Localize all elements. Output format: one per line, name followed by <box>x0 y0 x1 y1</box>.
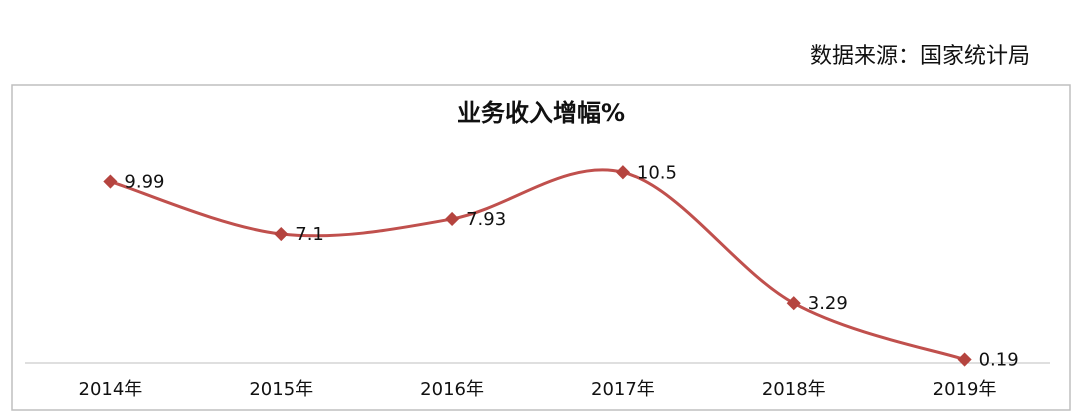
data-label: 9.99 <box>124 172 164 193</box>
x-tick-label: 2017年 <box>591 379 655 400</box>
marker <box>274 226 289 242</box>
data-label: 7.1 <box>295 224 324 245</box>
marker <box>103 174 118 189</box>
x-tick-label: 2018年 <box>762 379 826 400</box>
x-tick-label: 2015年 <box>249 379 313 400</box>
source-note: 数据来源：国家统计局 <box>810 44 1030 69</box>
chart-frame <box>11 84 1071 411</box>
marker <box>615 165 630 180</box>
x-tick-label: 2014年 <box>79 379 143 400</box>
marker <box>786 296 801 311</box>
x-tick-label: 2019年 <box>933 379 997 400</box>
data-label: 10.5 <box>637 162 677 183</box>
data-label: 7.93 <box>466 209 506 230</box>
x-tick-label: 2016年 <box>420 379 484 400</box>
marker <box>445 211 460 227</box>
data-label: 0.19 <box>979 350 1019 371</box>
data-label: 3.29 <box>808 293 848 314</box>
chart-title: 业务收入增幅% <box>457 99 625 127</box>
marker <box>957 352 972 367</box>
line <box>109 168 966 361</box>
